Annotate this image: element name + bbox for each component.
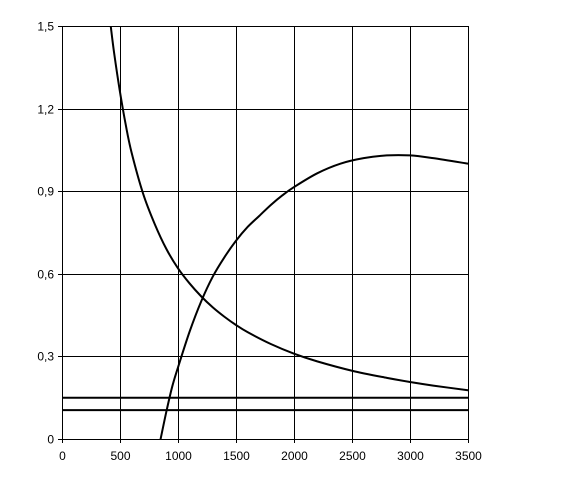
x-tick-label: 2000 bbox=[281, 449, 308, 463]
y-tick-label: 0,3 bbox=[37, 350, 54, 364]
axes bbox=[58, 26, 469, 443]
grid bbox=[62, 26, 469, 439]
x-tick-label: 1000 bbox=[165, 449, 192, 463]
y-tick-label: 1,5 bbox=[37, 20, 54, 34]
series-line-decreasing bbox=[109, 26, 468, 392]
x-tick-label: 1500 bbox=[223, 449, 250, 463]
tick-labels: 0 0,3 0,6 0,9 1,2 1,5 0 500 1000 1500 2000 2500 3000… bbox=[37, 20, 482, 464]
x-tick-label: 2500 bbox=[339, 449, 366, 463]
x-tick-label: 500 bbox=[110, 449, 130, 463]
x-tick-label: 0 bbox=[59, 449, 66, 463]
x-tick-label: 3000 bbox=[397, 449, 424, 463]
y-tick-label: 0,9 bbox=[37, 185, 54, 199]
y-tick-label: 0,6 bbox=[37, 268, 54, 282]
y-tick-label: 1,2 bbox=[37, 103, 54, 117]
series-group bbox=[62, 26, 468, 439]
y-tick-label: 0 bbox=[47, 433, 54, 447]
series-line-rising bbox=[159, 154, 468, 439]
x-tick-label: 3500 bbox=[455, 449, 482, 463]
